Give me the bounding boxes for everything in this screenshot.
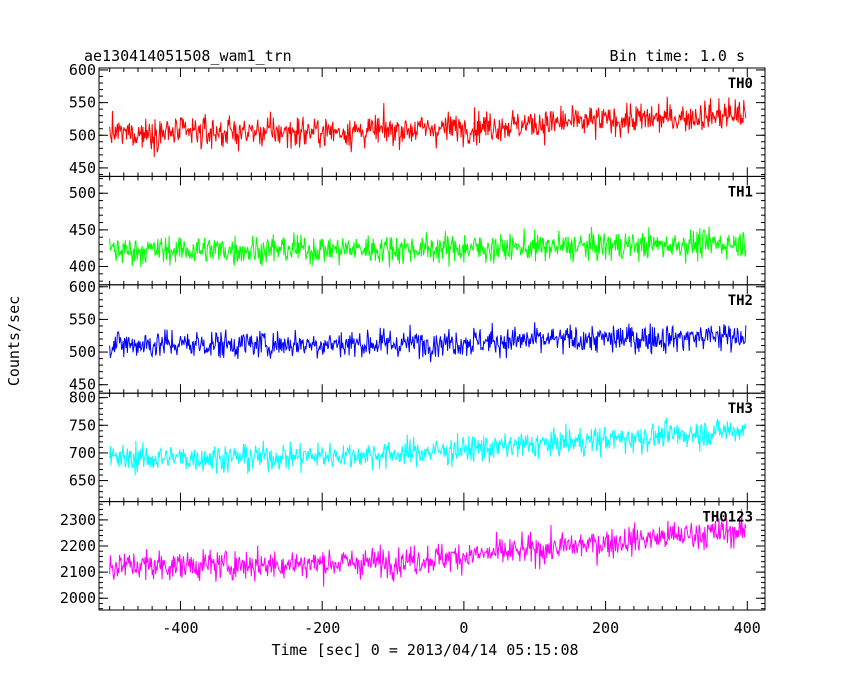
y-tick-label: 700: [69, 444, 96, 462]
panel-label-th0: TH0: [728, 76, 753, 92]
bin-time-label: Bin time: 1.0 s: [610, 47, 745, 65]
panel-frame-th2: [98, 284, 766, 394]
y-tick-label: 2200: [60, 537, 96, 555]
y-tick-label: 450: [69, 159, 96, 177]
series-line-th0: [109, 96, 747, 158]
y-tick-label: 2300: [60, 511, 96, 529]
y-tick-label: 2100: [60, 563, 96, 581]
panel-label-th1: TH1: [728, 184, 753, 200]
panel-label-th3: TH3: [728, 401, 753, 417]
y-axis-label: Counts/sec: [5, 296, 23, 386]
panel-frame-th0123: [98, 501, 766, 611]
y-tick-label: 550: [69, 94, 96, 112]
y-tick-label: 2000: [60, 589, 96, 607]
x-tick-label: -400: [162, 619, 198, 637]
chart-title: ae130414051508_wam1_trn: [84, 47, 292, 65]
y-tick-label: 450: [69, 221, 96, 239]
x-tick-label: 200: [592, 619, 619, 637]
y-tick-label: 450: [69, 376, 96, 394]
x-axis-label: Time [sec] 0 = 2013/04/14 05:15:08: [271, 641, 578, 659]
series-line-th2: [109, 322, 747, 363]
y-tick-label: 800: [69, 389, 96, 407]
series-line-th0123: [109, 508, 747, 587]
series-line-th3: [109, 417, 747, 476]
panel-frame-th0: [98, 67, 766, 177]
panel-stack: 450 500 550 600 TH0 400 450 500 TH1 450 500 550 600 T…: [60, 61, 766, 637]
x-tick-label: 0: [459, 619, 468, 637]
y-tick-label: 500: [69, 343, 96, 361]
y-tick-label: 550: [69, 310, 96, 328]
y-tick-label: 500: [69, 126, 96, 144]
y-tick-label: 500: [69, 184, 96, 202]
panel-frame-th1: [98, 175, 766, 286]
panel-label-th0123: TH0123: [702, 510, 753, 526]
y-tick-label: 650: [69, 472, 96, 490]
y-tick-label: 600: [69, 61, 96, 79]
panel-label-th2: TH2: [728, 293, 753, 309]
y-tick-label: 400: [69, 257, 96, 275]
y-tick-label: 750: [69, 416, 96, 434]
panel-frame-th3: [98, 392, 766, 503]
x-tick-label: -200: [304, 619, 340, 637]
y-tick-label: 600: [69, 278, 96, 296]
x-tick-label: 400: [734, 619, 761, 637]
series-line-th1: [109, 226, 747, 268]
